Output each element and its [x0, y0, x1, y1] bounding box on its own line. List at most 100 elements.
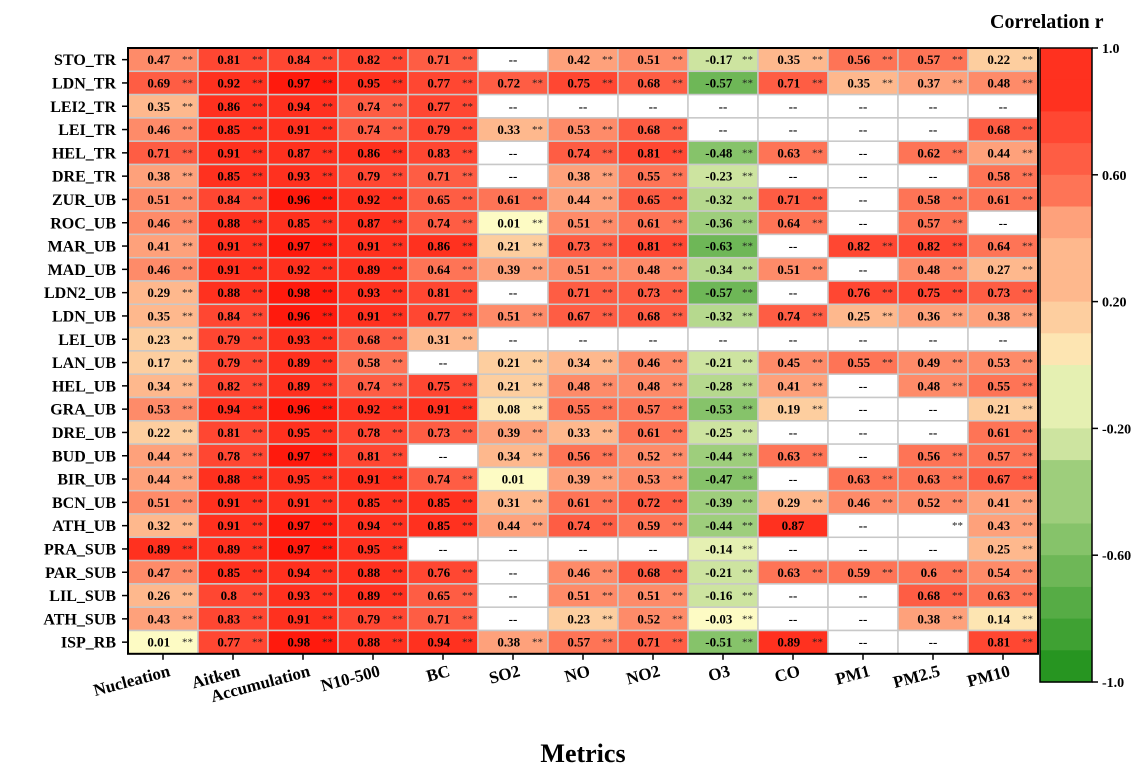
cell-value-label: 0.57 — [567, 635, 590, 650]
significance-label: ** — [532, 217, 543, 229]
heatmap-cell: 0.46 ** — [127, 210, 199, 236]
cell-value-label: -0.63 — [705, 239, 733, 254]
heatmap-cell: 0.77 ** — [407, 303, 479, 329]
heatmap-cell: 0.34 ** — [547, 350, 619, 375]
cell-value-label: -0.32 — [705, 192, 732, 207]
heatmap-cell: 0.51 ** — [547, 210, 619, 236]
heatmap-cell: 0.86 ** — [337, 140, 409, 166]
heatmap-cell: 0.48 ** — [547, 373, 619, 399]
cell-value-label: 0.33 — [567, 425, 590, 440]
significance-label: ** — [1022, 357, 1033, 369]
heatmap-cell: 0.93 ** — [267, 326, 339, 352]
significance-label: ** — [252, 147, 263, 159]
significance-label: ** — [532, 194, 543, 206]
colorbar-segment — [1040, 301, 1092, 334]
heatmap-cell: 0.97 ** — [267, 233, 339, 259]
colorbar-segment — [1040, 238, 1092, 271]
cell-value-label: 0.46 — [567, 565, 590, 580]
cell-value-label: 0.21 — [497, 239, 520, 254]
cell-value-label: 0.25 — [847, 308, 870, 323]
row-label: ROC_UB — [50, 215, 116, 232]
heatmap-cell: 0.35 ** — [827, 70, 899, 96]
heatmap-cell: 0.64 ** — [407, 256, 479, 282]
cell-value-label: 0.71 — [777, 192, 800, 207]
significance-label: ** — [602, 357, 613, 369]
heatmap-cell: 0.89 ** — [267, 373, 339, 399]
heatmap-cell: 0.86 ** — [197, 93, 269, 119]
cell-value-label: 0.96 — [287, 308, 310, 323]
colorbar-tick-label: 1.0 — [1102, 42, 1120, 57]
significance-label: ** — [462, 590, 473, 602]
heatmap-cell: 0.82 ** — [897, 233, 969, 259]
heatmap-cell: -- — [617, 326, 689, 352]
row-label: LEI2_TR — [50, 99, 116, 116]
heatmap-cell: 0.51 ** — [127, 489, 199, 515]
cell-value-label: 0.52 — [917, 495, 940, 510]
significance-label: ** — [322, 404, 333, 416]
heatmap-cell: 0.55 ** — [967, 373, 1039, 399]
heatmap-cell: 0.81 ** — [337, 443, 409, 469]
heatmap-cell: 0.95 ** — [337, 536, 409, 562]
significance-label: ** — [1022, 567, 1033, 579]
significance-label: ** — [1022, 77, 1033, 89]
heatmap-cell: -- — [897, 420, 969, 445]
cell-value-label: 0.29 — [147, 285, 170, 300]
heatmap-cell: 0.37 ** — [897, 70, 969, 96]
cell-value-label: 0.21 — [497, 355, 520, 370]
significance-label: ** — [252, 637, 263, 649]
significance-label: ** — [812, 404, 823, 416]
missing-value-label: -- — [509, 285, 518, 300]
significance-label: ** — [742, 147, 753, 159]
cell-value-label: 0.74 — [777, 308, 800, 323]
heatmap-cell: 0.71 ** — [757, 70, 829, 96]
cell-value-label: 0.48 — [917, 378, 940, 393]
cell-value-label: 0.35 — [147, 99, 170, 114]
colorbar-segment — [1040, 618, 1092, 651]
heatmap-cell: -0.44 ** — [687, 513, 759, 539]
heatmap-cell: 0.71 ** — [407, 606, 479, 632]
cell-value-label: 0.88 — [217, 285, 240, 300]
cell-value-label: 0.41 — [147, 239, 170, 254]
cell-value-label: 0.46 — [147, 262, 170, 277]
significance-label: ** — [1022, 124, 1033, 136]
significance-label: ** — [532, 427, 543, 439]
heatmap-cell: 0.21 ** — [477, 233, 549, 259]
heatmap-cell: 0.56 ** — [547, 443, 619, 469]
cell-value-label: 0.71 — [147, 145, 170, 160]
cell-value-label: 0.41 — [987, 495, 1010, 510]
significance-label: ** — [392, 194, 403, 206]
cell-value-label: -0.03 — [705, 611, 733, 626]
colorbar-segment — [1040, 523, 1092, 556]
missing-value-label: -- — [719, 122, 728, 137]
cell-value-label: 0.88 — [357, 565, 380, 580]
significance-label: ** — [532, 264, 543, 276]
heatmap-cell: -- — [827, 606, 899, 632]
cell-value-label: 0.44 — [147, 472, 170, 487]
missing-value-label: -- — [579, 332, 588, 347]
significance-label: ** — [1022, 450, 1033, 462]
row-label: HEL_TR — [52, 145, 116, 162]
cell-value-label: 0.63 — [777, 145, 800, 160]
heatmap-cell: 0.48 ** — [897, 373, 969, 399]
heatmap-cell: 0.92 ** — [267, 256, 339, 282]
significance-label: ** — [742, 310, 753, 322]
colorbar-segment — [1040, 365, 1092, 398]
heatmap-cell: 0.71 ** — [547, 280, 619, 306]
heatmap-cell: 0.61 ** — [617, 210, 689, 236]
significance-label: ** — [672, 613, 683, 625]
cell-value-label: 0.49 — [917, 355, 940, 370]
heatmap-cell: 0.53 ** — [547, 117, 619, 142]
cell-value-label: 0.82 — [847, 239, 870, 254]
heatmap-cell: 0.85 ** — [197, 559, 269, 585]
heatmap-cell: -- — [827, 420, 899, 445]
cell-value-label: 0.38 — [567, 169, 590, 184]
cell-value-label: 0.01 — [497, 215, 520, 230]
heatmap-cell: 0.57 ** — [967, 443, 1039, 469]
cell-value-label: 0.89 — [217, 541, 240, 556]
heatmap-cell: 0.71 ** — [407, 47, 479, 73]
row-label: LDN_TR — [52, 75, 116, 92]
missing-value-label: -- — [789, 425, 798, 440]
cell-value-label: 0.76 — [427, 565, 450, 580]
heatmap-cell: 0.94 ** — [197, 396, 269, 422]
heatmap-cell: -- — [827, 256, 899, 282]
